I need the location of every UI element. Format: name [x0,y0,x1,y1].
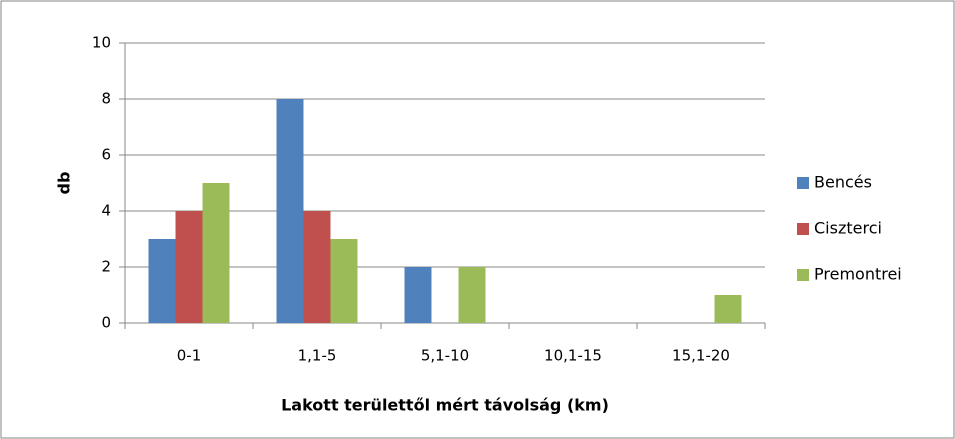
x-tick-label: 0-1 [177,347,202,365]
y-tick-label: 8 [101,90,111,108]
bar [175,211,203,323]
legend-swatch [797,177,809,189]
x-tick-label: 1,1-5 [298,347,337,365]
legend-swatch [797,269,809,281]
y-tick-label: 0 [101,314,111,332]
x-tick-label: 5,1-10 [421,347,469,365]
x-tick-label: 10,1-15 [544,347,602,365]
y-tick-label: 6 [101,146,111,164]
legend-label: Ciszterci [814,219,882,238]
bar [148,239,176,323]
bar [303,211,331,323]
y-axis-title: db [55,172,74,195]
y-tick-label: 10 [92,34,111,52]
legend-label: Premontrei [814,265,902,284]
x-axis-title: Lakott területtől mért távolság (km) [281,396,609,415]
legend-label: Bencés [814,173,872,192]
y-tick-label: 4 [101,202,111,220]
legend-swatch [797,223,809,235]
bar [714,295,742,323]
bar [276,99,304,323]
y-tick-label: 2 [101,258,111,276]
bar [202,183,230,323]
bar [404,267,432,323]
x-tick-label: 15,1-20 [672,347,730,365]
bar [458,267,486,323]
bar [330,239,358,323]
